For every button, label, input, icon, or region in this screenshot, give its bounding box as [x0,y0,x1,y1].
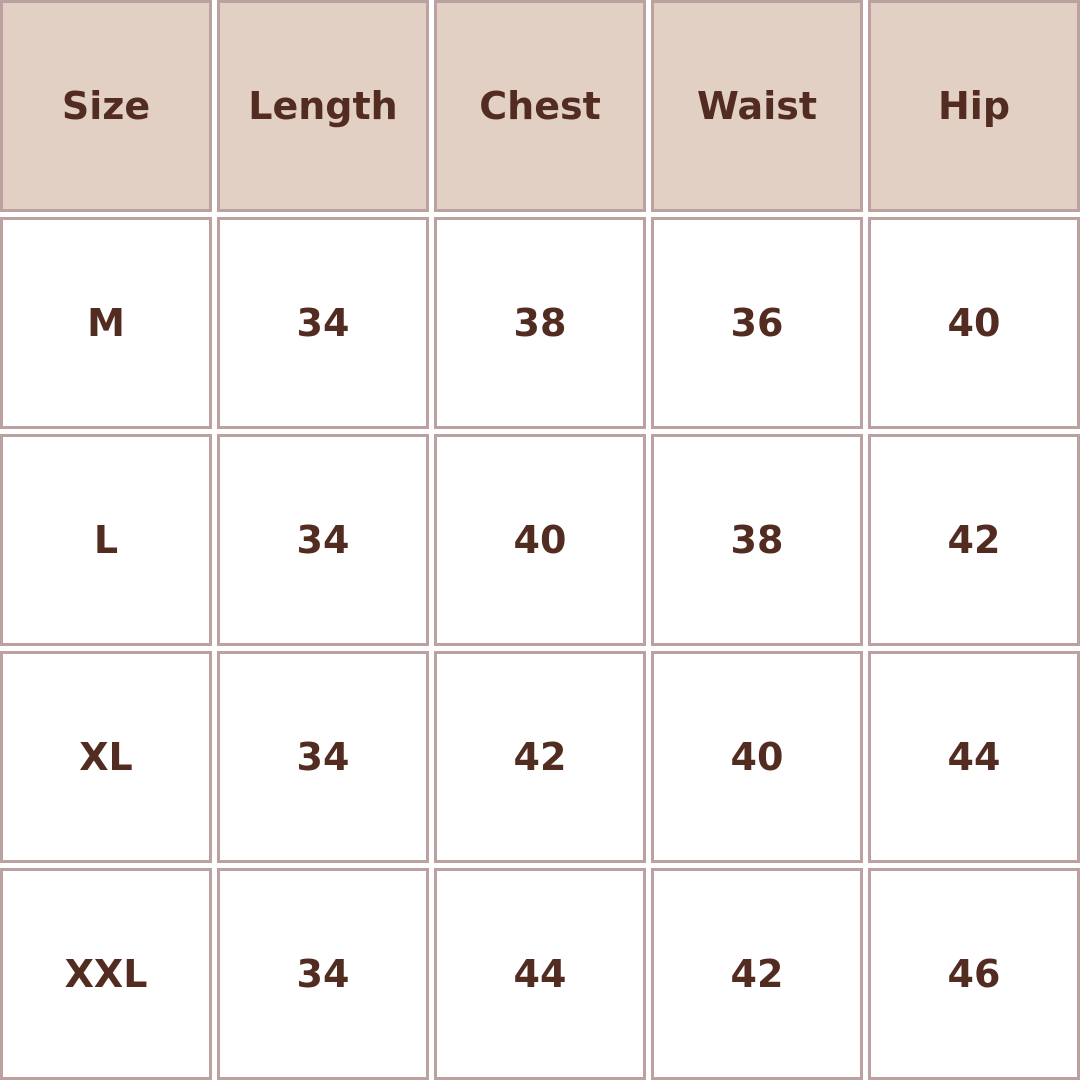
table-cell-hip: 44 [868,651,1080,863]
header-cell-size: Size [0,0,212,212]
table-cell-hip: 46 [868,868,1080,1080]
table-cell-waist: 40 [651,651,863,863]
header-cell-hip: Hip [868,0,1080,212]
table-cell-chest: 42 [434,651,646,863]
table-cell-size: XXL [0,868,212,1080]
header-cell-waist: Waist [651,0,863,212]
header-cell-length: Length [217,0,429,212]
table-cell-waist: 42 [651,868,863,1080]
table-cell-length: 34 [217,651,429,863]
table-cell-chest: 44 [434,868,646,1080]
table-cell-length: 34 [217,217,429,429]
table-cell-length: 34 [217,434,429,646]
table-cell-hip: 40 [868,217,1080,429]
header-cell-chest: Chest [434,0,646,212]
table-cell-size: XL [0,651,212,863]
table-cell-waist: 38 [651,434,863,646]
table-cell-waist: 36 [651,217,863,429]
table-cell-length: 34 [217,868,429,1080]
table-cell-chest: 40 [434,434,646,646]
table-cell-chest: 38 [434,217,646,429]
table-cell-hip: 42 [868,434,1080,646]
table-cell-size: L [0,434,212,646]
table-cell-size: M [0,217,212,429]
